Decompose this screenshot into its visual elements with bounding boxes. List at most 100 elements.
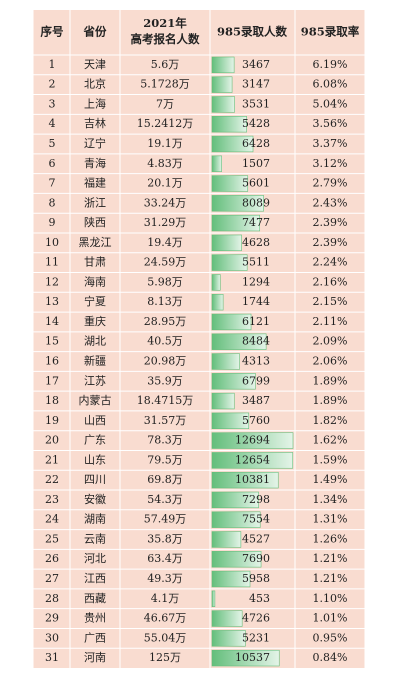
cell: 山东 — [84, 453, 106, 466]
cell: 河北 — [84, 552, 106, 565]
cell: 1.26% — [313, 532, 348, 545]
cell: 北京 — [84, 77, 106, 91]
cell: 3 — [49, 97, 56, 110]
cell: 19.4万 — [147, 236, 183, 249]
cell: 7690 — [242, 552, 270, 565]
data-bar — [211, 175, 249, 192]
cell: 1.62% — [313, 434, 348, 447]
cell: 4 — [49, 117, 56, 130]
cell: 7554 — [242, 513, 270, 526]
cell: 29 — [45, 612, 59, 625]
data-bar — [211, 412, 250, 430]
cell: 1.89% — [313, 394, 348, 407]
cell: 17 — [45, 374, 59, 387]
cell: 49.3万 — [147, 572, 183, 585]
cell: 5958 — [242, 572, 270, 585]
data-bar — [211, 56, 235, 74]
cell: 1.01% — [313, 612, 348, 625]
cell: 2.15% — [313, 295, 348, 308]
cell: 10 — [45, 236, 59, 249]
data-bar — [211, 254, 248, 271]
cell: 5760 — [242, 414, 270, 427]
cell: 31 — [45, 651, 59, 664]
data-bar — [211, 452, 294, 469]
data-bar — [211, 649, 280, 667]
header-cell: 2021年 — [143, 16, 187, 30]
cell: 5601 — [242, 177, 270, 190]
cell: 2.24% — [313, 256, 348, 269]
cell: 6121 — [242, 315, 270, 328]
cell: 21 — [45, 453, 59, 466]
table-background — [33, 10, 365, 668]
cell: 重庆 — [84, 314, 106, 328]
cell: 31.57万 — [144, 414, 187, 427]
cell: 黑龙江 — [79, 236, 112, 249]
data-bar — [211, 551, 262, 568]
cell: 18 — [45, 394, 59, 407]
data-bar — [211, 570, 251, 588]
cell: 2.43% — [313, 196, 348, 209]
cell: 广西 — [84, 631, 106, 644]
cell: 河南 — [84, 651, 106, 664]
cell: 12694 — [235, 434, 270, 447]
cell: 16 — [45, 355, 59, 368]
data-bar — [211, 214, 261, 232]
cell: 5 — [49, 137, 56, 150]
cell: 3.56% — [313, 117, 348, 130]
cell: 上海 — [84, 96, 106, 110]
cell: 30 — [45, 631, 59, 644]
cell: 35.9万 — [147, 374, 183, 387]
cell: 3147 — [242, 78, 270, 91]
cell: 辽宁 — [84, 136, 106, 150]
data-bar — [211, 76, 233, 93]
data-bar — [211, 630, 246, 647]
cell: 1744 — [242, 295, 270, 308]
cell: 10381 — [235, 473, 270, 486]
cell: 15 — [45, 335, 59, 348]
cell: 6 — [49, 157, 56, 170]
cell: 甘肃 — [84, 256, 106, 269]
data-bar — [211, 333, 267, 350]
cell: 广东 — [84, 434, 106, 447]
cell: 9 — [49, 216, 56, 229]
cell: 63.4万 — [147, 552, 183, 565]
cell: 海南 — [84, 274, 106, 288]
cell: 浙江 — [84, 196, 106, 209]
data-bar — [211, 590, 216, 607]
data-bar — [211, 432, 294, 449]
cell: 2.09% — [313, 335, 348, 348]
cell: 57.49万 — [144, 513, 187, 526]
cell: 2.11% — [313, 315, 348, 328]
cell: 青海 — [84, 156, 106, 170]
cell: 四川 — [84, 473, 106, 486]
cell: 6.08% — [313, 78, 348, 91]
cell: 5428 — [242, 117, 270, 130]
cell: 453 — [249, 592, 270, 605]
cell: 20.1万 — [147, 177, 183, 190]
cell: 54.3万 — [147, 493, 183, 506]
cell: 2.16% — [313, 275, 348, 288]
data-bar — [211, 471, 279, 489]
header-cell: 序号 — [41, 25, 64, 39]
cell: 4.83万 — [147, 157, 183, 170]
cell: 湖南 — [84, 513, 106, 526]
cell: 4313 — [242, 355, 270, 368]
cell: 24.59万 — [144, 256, 187, 269]
cell: 6799 — [242, 374, 270, 387]
header-cell: 985录取率 — [301, 25, 360, 39]
cell: 0.95% — [313, 631, 348, 644]
cell: 江苏 — [84, 374, 106, 387]
cell: 69.8万 — [147, 473, 183, 486]
cell: 7万 — [156, 97, 174, 110]
cell: 4628 — [242, 236, 270, 249]
cell: 1.21% — [313, 572, 348, 585]
cell: 5231 — [242, 631, 270, 644]
header-cell: 985录取人数 — [217, 25, 288, 39]
cell: 1.49% — [313, 473, 348, 486]
data-bar — [211, 274, 221, 291]
cell: 24 — [45, 513, 59, 526]
data-bar — [211, 195, 264, 212]
cell: 2.06% — [313, 355, 348, 368]
data-bar — [211, 96, 235, 113]
